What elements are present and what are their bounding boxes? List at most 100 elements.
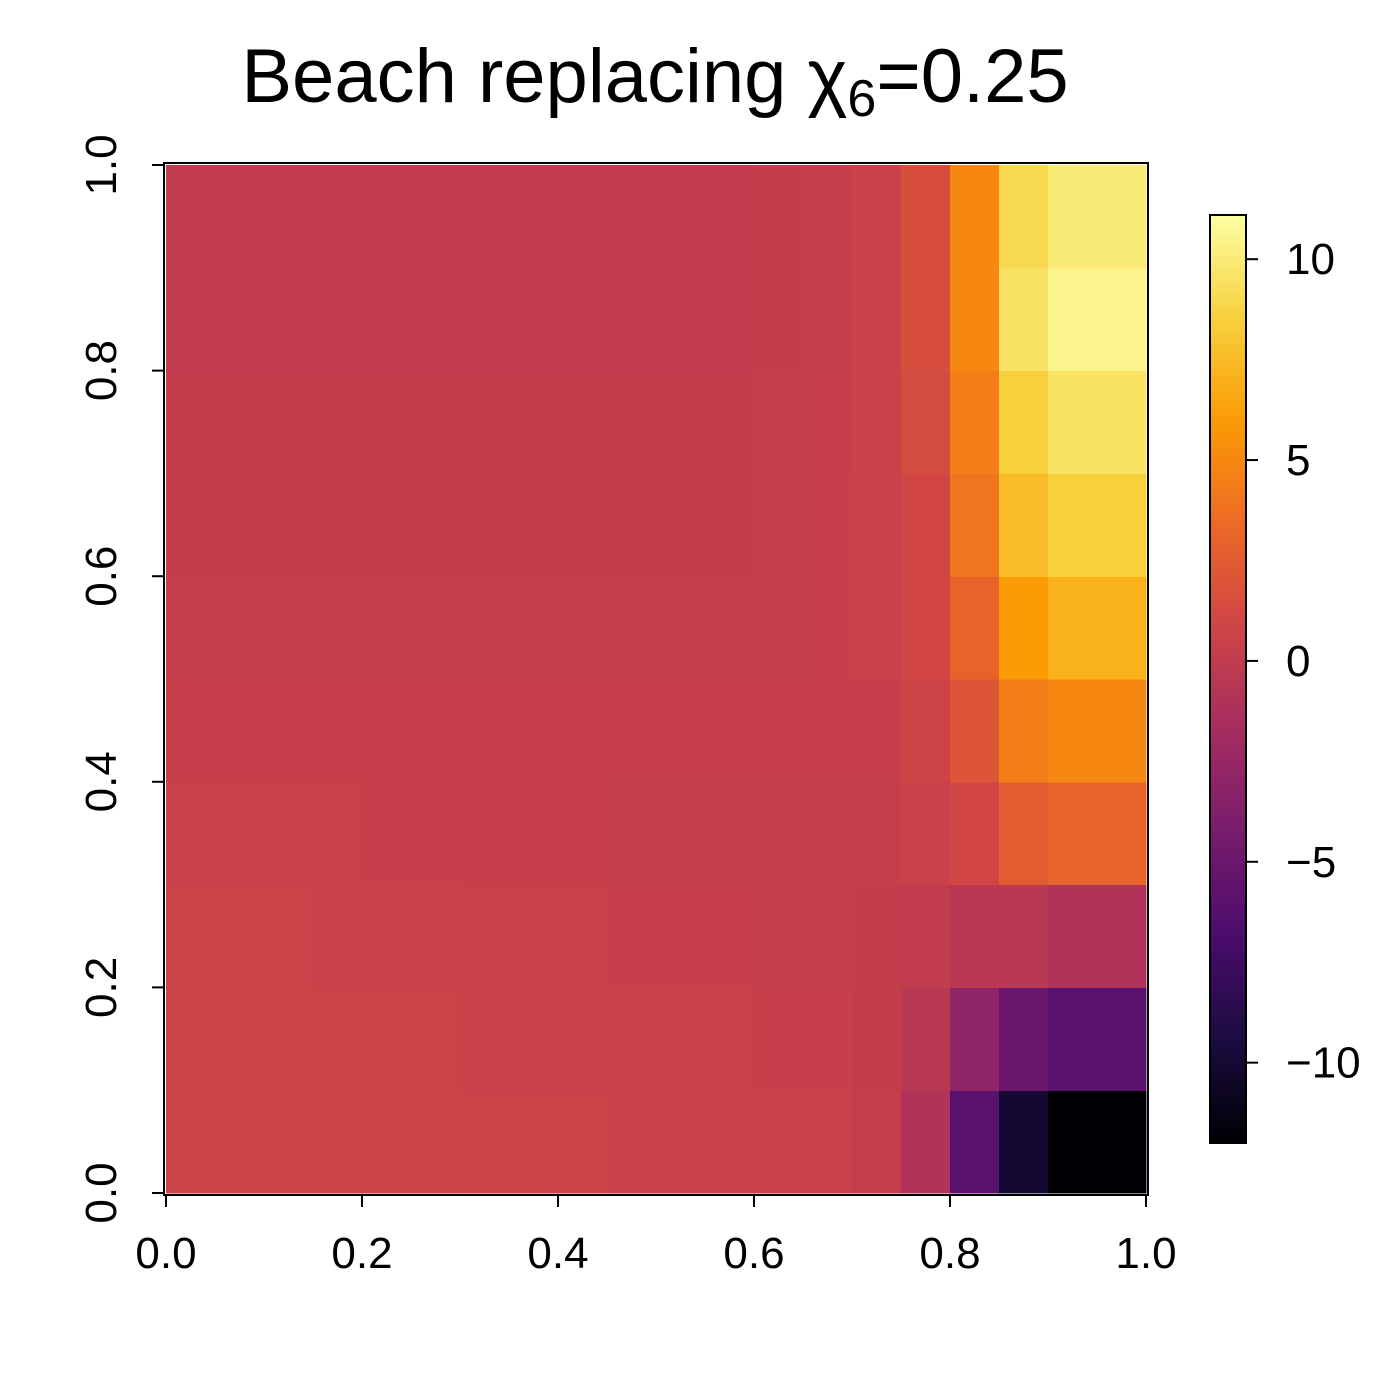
- heat-cell: [754, 473, 804, 577]
- heat-cell: [803, 679, 853, 783]
- x-tick-label: 0.0: [135, 1229, 196, 1278]
- chart-title: Beach replacing χ6=0.25: [241, 34, 1068, 128]
- heat-cell: [901, 473, 951, 577]
- colorbar-tick-label: 5: [1286, 436, 1310, 485]
- heat-cell: [607, 1090, 657, 1194]
- x-tick-label: 0.8: [919, 1229, 980, 1278]
- heat-cell: [607, 781, 657, 886]
- heat-cell: [1048, 576, 1098, 680]
- y-tick-label: 0.2: [77, 957, 126, 1018]
- heat-cell: [901, 165, 951, 269]
- heat-cell: [656, 267, 706, 372]
- heat-cell: [754, 884, 804, 988]
- heat-cell: [313, 884, 363, 988]
- heat-cell: [901, 884, 951, 988]
- heat-cell: [803, 987, 853, 1091]
- heat-cell: [215, 165, 265, 269]
- heat-cell: [313, 267, 363, 372]
- heat-cell: [362, 781, 412, 886]
- heat-cell: [852, 884, 902, 988]
- heat-cell: [901, 781, 951, 886]
- heat-cell: [999, 781, 1049, 886]
- heat-cell: [852, 267, 902, 372]
- heat-cell: [901, 1090, 951, 1194]
- heat-cell: [950, 987, 1000, 1091]
- heat-cell: [509, 679, 559, 783]
- heat-cell: [1097, 1090, 1147, 1194]
- heat-cell: [950, 165, 1000, 269]
- y-tick-label: 0.4: [77, 751, 126, 812]
- heat-cell: [313, 165, 363, 269]
- heat-cell: [1048, 679, 1098, 783]
- heat-cell: [852, 781, 902, 886]
- heat-cell: [166, 473, 216, 577]
- heat-cell: [803, 165, 853, 269]
- heat-cell: [901, 987, 951, 1091]
- heat-cell: [362, 884, 412, 988]
- heat-cell: [509, 781, 559, 886]
- heat-cell: [803, 884, 853, 988]
- heat-cell: [411, 679, 461, 783]
- colorbar-tick-label: 10: [1286, 235, 1335, 284]
- heat-cell: [558, 165, 608, 269]
- heat-cell: [656, 473, 706, 577]
- heat-cell: [852, 576, 902, 680]
- heat-cell: [852, 370, 902, 474]
- heat-cell: [509, 987, 559, 1091]
- heat-cell: [705, 1090, 755, 1194]
- heat-cell: [656, 370, 706, 474]
- heat-cell: [558, 781, 608, 886]
- heat-cell: [950, 576, 1000, 680]
- heat-cell: [411, 884, 461, 988]
- heat-cell: [656, 576, 706, 680]
- heat-cell: [705, 576, 755, 680]
- heat-cell: [656, 781, 706, 886]
- heat-cell: [362, 987, 412, 1091]
- heat-cell: [264, 473, 314, 577]
- heat-cell: [264, 576, 314, 680]
- heat-cell: [656, 884, 706, 988]
- heat-cell: [215, 370, 265, 474]
- heat-cell: [411, 987, 461, 1091]
- heat-cell: [411, 473, 461, 577]
- heat-cell: [215, 1090, 265, 1194]
- x-tick-label: 0.2: [331, 1229, 392, 1278]
- heat-cell: [950, 884, 1000, 988]
- heat-cell: [460, 679, 510, 783]
- heat-cell: [607, 679, 657, 783]
- x-tick-label: 0.4: [527, 1229, 588, 1278]
- heat-cell: [460, 884, 510, 988]
- heat-cell: [999, 576, 1049, 680]
- heat-cell: [460, 987, 510, 1091]
- heat-cell: [705, 165, 755, 269]
- heat-cell: [705, 781, 755, 886]
- heat-cell: [215, 884, 265, 988]
- heat-cell: [705, 679, 755, 783]
- heat-cell: [901, 576, 951, 680]
- heat-cell: [166, 370, 216, 474]
- heat-cell: [411, 165, 461, 269]
- heat-cell: [313, 987, 363, 1091]
- heat-cell: [607, 884, 657, 988]
- heat-cell: [558, 679, 608, 783]
- title-suffix: =0.25: [876, 34, 1068, 119]
- heat-cell: [1048, 987, 1098, 1091]
- heat-cell: [313, 370, 363, 474]
- heat-cell: [607, 165, 657, 269]
- heat-cell: [754, 576, 804, 680]
- heat-cell: [999, 267, 1049, 372]
- y-tick-label: 1.0: [77, 134, 126, 195]
- heat-cell: [607, 576, 657, 680]
- heat-cell: [166, 165, 216, 269]
- heat-cell: [362, 1090, 412, 1194]
- heat-cell: [754, 987, 804, 1091]
- heat-cell: [852, 165, 902, 269]
- heat-cell: [215, 473, 265, 577]
- heat-cell: [705, 473, 755, 577]
- heat-cell: [999, 884, 1049, 988]
- heat-cell: [166, 1090, 216, 1194]
- heat-cell: [1048, 1090, 1098, 1194]
- heat-cell: [264, 679, 314, 783]
- heat-cell: [558, 884, 608, 988]
